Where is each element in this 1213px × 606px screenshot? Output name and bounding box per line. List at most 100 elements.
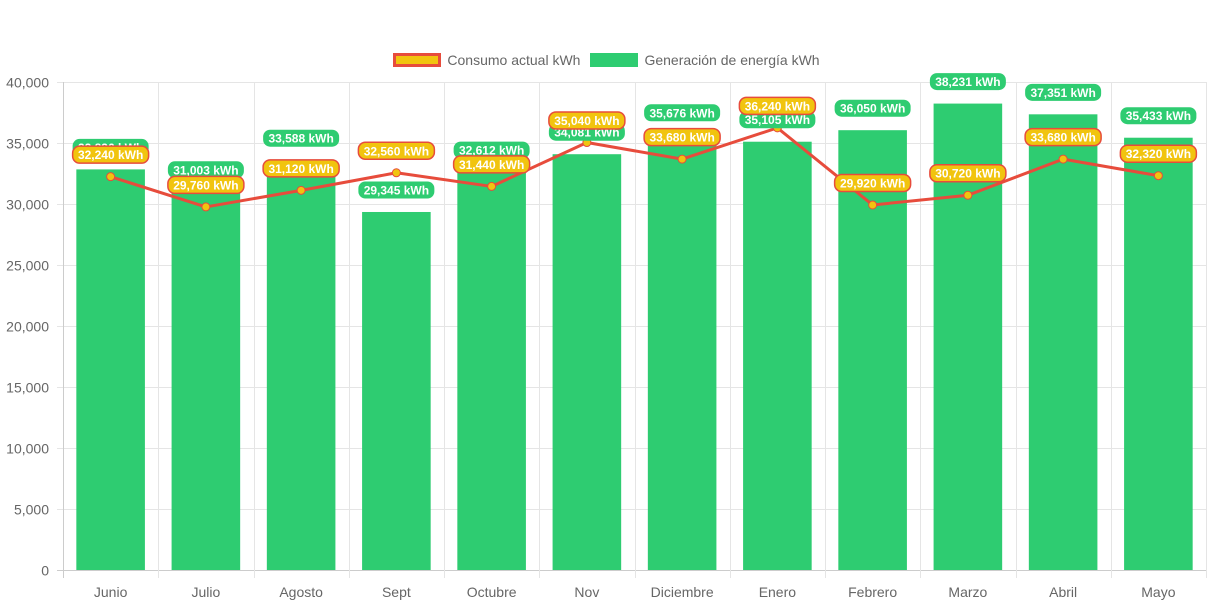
line-data-label-box — [929, 163, 1007, 183]
line-data-label-box — [1119, 144, 1198, 163]
line-data-label: 32,320 kWh — [1119, 144, 1198, 163]
line-data-label-box — [262, 159, 340, 178]
bar-data-label-box — [739, 111, 816, 129]
x-tick-label: Junio — [94, 584, 128, 600]
line-data-label-text: 32,320 kWh — [1126, 147, 1191, 161]
line-data-label: 29,920 kWh — [833, 173, 912, 193]
grid: 0 5,000 10,000 15,000 20,000 25,000 30,000 35,0… — [6, 75, 1207, 600]
bar-data-label-text: 35,433 kWh — [1126, 109, 1191, 123]
line-data-label-box — [71, 145, 150, 164]
y-tick-label: 15,000 — [6, 380, 49, 396]
line-data-label: 35,040 kWh — [548, 111, 626, 130]
line-data-label: 33,680 kWh — [1024, 127, 1102, 147]
y-tick-label: 20,000 — [6, 319, 49, 335]
x-tick-label: Marzo — [948, 584, 987, 600]
bar-data-label-text: 38,231 kWh — [935, 75, 1000, 89]
bar-data-label: 35,676 kWh — [644, 104, 721, 122]
line-data-label-text: 30,720 kWh — [935, 167, 1000, 181]
bar-data-label-text: 29,345 kWh — [364, 183, 429, 197]
bar-data-label-box — [644, 104, 721, 122]
line-point — [106, 172, 116, 182]
bar-data-label-text: 36,050 kWh — [840, 102, 905, 116]
bar — [838, 130, 907, 570]
bar — [1124, 137, 1193, 570]
bar-data-label-box — [263, 129, 340, 147]
line-data-label-box — [1024, 127, 1102, 147]
legend-item-consumo[interactable]: Consumo actual kWh — [393, 52, 580, 68]
bar — [362, 211, 431, 570]
bar-data-label: 36,050 kWh — [834, 99, 911, 117]
x-tick-label: Mayo — [1141, 584, 1175, 600]
bar-data-label-text: 33,588 kWh — [268, 132, 333, 146]
chart-legend: Consumo actual kWh Generación de energía… — [0, 52, 1213, 68]
line-data-label-text: 33,680 kWh — [649, 131, 714, 145]
legend-item-generacion[interactable]: Generación de energía kWh — [590, 52, 820, 68]
line-data-label-text: 32,240 kWh — [78, 148, 143, 162]
bar-data-label: 32,612 kWh — [453, 141, 530, 159]
line-data-label: 30,720 kWh — [929, 163, 1007, 183]
y-tick-label: 40,000 — [6, 75, 49, 91]
bar — [647, 134, 717, 570]
y-tick-label: 25,000 — [6, 258, 49, 274]
bar — [171, 191, 241, 570]
bar — [743, 141, 812, 570]
x-tick-label: Sept — [382, 584, 411, 600]
line-data-label-text: 35,040 kWh — [554, 114, 619, 128]
bar-data-label: 37,351 kWh — [1025, 83, 1102, 101]
line-data-label-text: 31,120 kWh — [268, 162, 333, 176]
line-point — [868, 200, 878, 210]
y-tick-label: 0 — [41, 563, 49, 579]
line-data-label-text: 32,560 kWh — [364, 144, 429, 158]
line-data-label-box — [357, 141, 436, 161]
line-data-label-box — [738, 96, 817, 116]
line-data-label-box — [167, 175, 245, 195]
bar — [457, 172, 526, 570]
y-tick-label: 30,000 — [6, 197, 49, 213]
line-point — [963, 190, 973, 200]
x-tick-label: Diciembre — [651, 584, 714, 600]
x-tick-label: Nov — [574, 584, 599, 600]
line-data-label-text: 33,680 kWh — [1030, 131, 1095, 145]
line-data-label: 32,240 kWh — [71, 145, 150, 164]
line-data-label-text: 31,440 kWh — [459, 158, 524, 172]
y-tick-label: 10,000 — [6, 441, 49, 457]
legend-label-consumo: Consumo actual kWh — [447, 52, 581, 68]
bar-data-label: 33,588 kWh — [263, 129, 340, 147]
x-tick-label: Octubre — [467, 584, 517, 600]
legend-swatch-consumo — [393, 53, 442, 67]
x-tick-label: Agosto — [279, 584, 323, 600]
bar-data-label-text: 31,003 kWh — [173, 163, 238, 177]
bar-data-label-box — [834, 99, 911, 117]
line-data-label-text: 29,920 kWh — [840, 176, 905, 190]
line-data-label: 29,760 kWh — [167, 175, 245, 195]
bar-data-label-text: 35,105 kWh — [745, 113, 810, 127]
line-data-label-box — [643, 127, 721, 147]
line-point — [1153, 171, 1163, 181]
y-tick-label: 35,000 — [6, 136, 49, 152]
bar — [1028, 114, 1098, 570]
line-point — [487, 181, 497, 191]
line-data-label-text: 29,760 kWh — [173, 178, 238, 192]
line-data-label: 36,240 kWh — [738, 96, 817, 116]
line-data-label: 31,120 kWh — [262, 159, 340, 178]
bar-data-label: 29,345 kWh — [358, 181, 435, 199]
line-data-label-box — [452, 155, 531, 174]
legend-swatch-generacion — [590, 53, 639, 67]
x-tick-label: Abril — [1049, 584, 1077, 600]
bar-data-label: 31,003 kWh — [167, 161, 244, 179]
bar — [552, 154, 622, 571]
bar-data-label: 35,105 kWh — [739, 111, 816, 129]
bar-data-label-box — [358, 181, 435, 199]
x-tick-label: Febrero — [848, 584, 897, 600]
bar-data-label-box — [1120, 107, 1197, 125]
bar-data-label-box — [453, 141, 530, 159]
bar — [266, 160, 336, 571]
bar-data-label-text: 32,612 kWh — [459, 144, 524, 158]
bar-data-label-text: 37,351 kWh — [1030, 86, 1095, 100]
line-data-label: 32,560 kWh — [357, 141, 436, 161]
bar-data-label-box — [929, 73, 1006, 91]
x-tick-label: Enero — [759, 584, 797, 600]
line-data-label-box — [833, 173, 912, 193]
line-data-label: 31,440 kWh — [452, 155, 531, 174]
